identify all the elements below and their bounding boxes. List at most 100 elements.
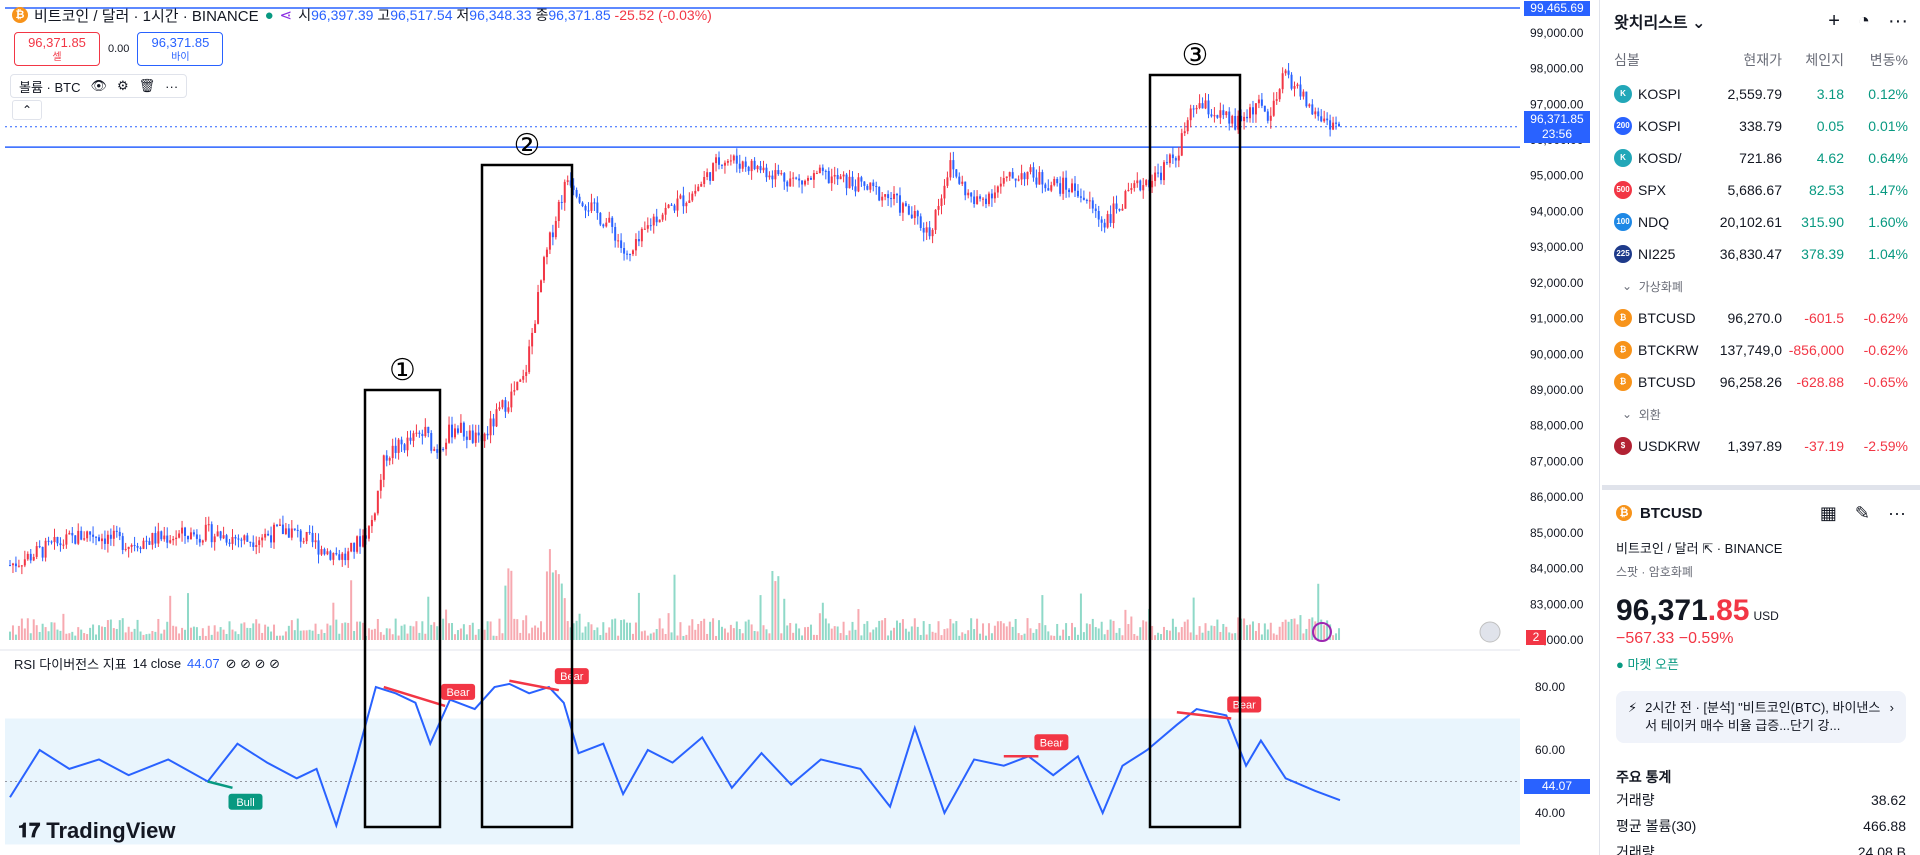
candle-body	[370, 519, 373, 527]
sell-button[interactable]: 96,371.85 셀	[14, 32, 100, 66]
candle-body	[1246, 116, 1249, 119]
edit-icon[interactable]: ✎	[1854, 502, 1871, 523]
collapse-button[interactable]: ⌃	[12, 100, 42, 120]
share-icon[interactable]: ⋖	[279, 7, 293, 24]
volume-bar	[771, 570, 774, 640]
watchlist-row[interactable]: ₿ BTCUSD 96,258.26 -628.88 -0.65%	[1602, 366, 1920, 398]
section-crypto[interactable]: ⌄ 가상화폐	[1622, 279, 1683, 294]
price-tick-label: 86,000.00	[1530, 490, 1584, 504]
candle-body	[1008, 172, 1011, 177]
volume-bar	[424, 633, 427, 640]
volume-bar	[430, 624, 433, 640]
candle-body	[854, 186, 857, 192]
volume-bar	[756, 631, 759, 640]
candle-body	[249, 541, 252, 543]
candle-body	[1222, 110, 1225, 116]
volume-bar	[1249, 624, 1252, 640]
watchlist-row[interactable]: 200 KOSPI 338.79 0.05 0.01%	[1602, 110, 1920, 142]
settings-icon[interactable]: ⚙	[117, 78, 129, 93]
watchlist-row[interactable]: K KOSPI 2,559.79 3.18 0.12%	[1602, 78, 1920, 110]
rsi-band	[5, 718, 1520, 845]
watchlist-title[interactable]: 왓치리스트 ⌄	[1614, 15, 1706, 32]
watchlist-row[interactable]: 225 NI225 36,830.47 378.39 1.04%	[1602, 238, 1920, 270]
candle-body	[1207, 100, 1210, 115]
rsi-legend[interactable]: RSI 다이버전스 지표 14 close 44.07 ⊘ ⊘ ⊘ ⊘	[14, 654, 280, 673]
volume-bar	[56, 629, 59, 640]
buy-button[interactable]: 96,371.85 바이	[137, 32, 224, 66]
volume-bar	[1109, 619, 1112, 640]
candle-body	[400, 439, 403, 445]
symbol-title[interactable]: 비트코인 / 달러 · 1시간 · BINANCE	[34, 7, 259, 25]
volume-bar	[445, 609, 448, 640]
volume-bar	[866, 621, 869, 640]
candle-body	[264, 533, 267, 538]
candle-body	[901, 203, 904, 213]
detail-symbol[interactable]: ₿ BTCUSD	[1616, 505, 1703, 522]
watchlist-row[interactable]: 100 NDQ 20,102.61 315.90 1.60%	[1602, 206, 1920, 238]
candle-body	[590, 202, 593, 211]
candle-body	[255, 545, 258, 548]
stat-row: 거래량 38.62	[1616, 792, 1906, 808]
volume-bar	[204, 635, 207, 640]
volume-bar	[1201, 632, 1204, 640]
candle-body	[830, 176, 833, 184]
grid-icon[interactable]: ▦	[1819, 502, 1837, 523]
volume-bar	[231, 629, 234, 640]
volume-bar	[329, 625, 332, 640]
volume-bar	[106, 620, 109, 640]
volume-bar	[100, 626, 103, 640]
volume-bar	[1326, 620, 1329, 640]
more-icon[interactable]: ···	[1888, 502, 1906, 523]
more-icon[interactable]: ···	[1888, 9, 1908, 32]
volume-bar	[133, 628, 136, 640]
news-headline[interactable]: ⚡ 2시간 전 · [분석] "비트코인(BTC), 바이낸스서 테이커 매수 …	[1616, 691, 1906, 743]
watchlist-row[interactable]: $ USDKRW 1,397.89 -37.19 -2.59%	[1602, 430, 1920, 462]
candle-body	[154, 533, 157, 544]
chart-pane[interactable]: 99,000.0098,000.0097,000.0096,000.0095,0…	[0, 0, 1600, 855]
tradingview-logo[interactable]: 𝟏𝟕 TradingView	[18, 818, 176, 843]
chevron-right-icon: ›	[1889, 700, 1894, 715]
rsi-hide-icon[interactable]: ⊘ ⊘ ⊘ ⊘	[225, 655, 280, 671]
volume-bar	[712, 618, 715, 640]
trash-icon[interactable]: 🗑	[138, 78, 156, 93]
watchlist-row[interactable]: ₿ BTCUSD 96,270.0 -601.5 -0.62%	[1602, 302, 1920, 334]
symbol-logo-icon: 100	[1614, 213, 1632, 231]
more-icon[interactable]: ···	[165, 78, 179, 94]
section-fx[interactable]: ⌄ 외환	[1622, 407, 1661, 422]
volume-bar	[1005, 626, 1008, 640]
volume-bar	[694, 629, 697, 640]
candle-body	[735, 155, 738, 164]
candle-body	[718, 157, 721, 165]
volume-bar	[735, 621, 738, 640]
candle-body	[415, 432, 418, 434]
candle-body	[572, 185, 575, 190]
candle-body	[1017, 179, 1020, 181]
watchlist-row[interactable]: K KOSD/ 721.86 4.62 0.64%	[1602, 142, 1920, 174]
divergence-label: Bull	[236, 797, 254, 809]
candle-body	[970, 192, 973, 197]
chart-canvas[interactable]: 99,000.0098,000.0097,000.0096,000.0095,0…	[0, 0, 1600, 855]
volume-bar	[145, 634, 148, 640]
add-symbol-icon[interactable]: +	[1828, 9, 1840, 32]
pie-chart-icon[interactable]: ◔	[1857, 9, 1871, 32]
volume-bar	[818, 613, 821, 640]
candle-body	[317, 540, 320, 555]
candle-body	[958, 176, 961, 184]
candle-body	[762, 167, 765, 171]
candle-body	[569, 180, 572, 186]
detail-type: 스팟 · 암호화폐	[1616, 565, 1693, 579]
volume-bar	[1008, 621, 1011, 640]
eye-icon[interactable]: 👁	[90, 78, 107, 93]
volume-bar	[207, 625, 210, 640]
volume-bar	[115, 628, 118, 640]
candle-body	[1290, 74, 1293, 89]
watchlist-row[interactable]: ₿ BTCKRW 137,749,0 -856,000 -0.62%	[1602, 334, 1920, 366]
volume-bar	[913, 618, 916, 640]
candle-body	[192, 532, 195, 535]
volume-bar	[640, 631, 643, 640]
volume-bar	[795, 623, 798, 640]
volume-legend[interactable]: 볼륨 · BTC 👁 ⚙ 🗑 ···	[10, 74, 188, 98]
watchlist-row[interactable]: 500 SPX 5,686.67 82.53 1.47%	[1602, 174, 1920, 206]
volume-bar	[189, 627, 192, 640]
candle-body	[528, 346, 531, 373]
